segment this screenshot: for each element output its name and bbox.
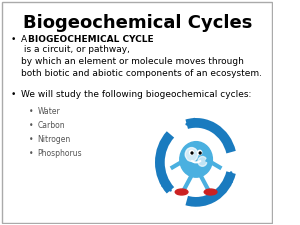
Text: Biogeochemical Cycles: Biogeochemical Cycles [22,14,252,32]
Text: Nitrogen: Nitrogen [38,135,71,144]
Text: •: • [28,148,33,157]
Text: Water: Water [38,107,60,116]
Text: •: • [11,90,16,99]
Circle shape [191,152,193,154]
Text: •: • [28,121,33,130]
Circle shape [185,148,198,161]
Text: BIOGEOCHEMICAL CYCLE: BIOGEOCHEMICAL CYCLE [28,35,153,44]
Circle shape [190,150,194,155]
Text: Phosphorus: Phosphorus [38,148,82,157]
Text: is a circuit, or pathway,
by which an element or molecule moves through
both bio: is a circuit, or pathway, by which an el… [21,45,262,78]
Circle shape [199,152,201,154]
Text: Carbon: Carbon [38,121,65,130]
Text: A: A [21,35,30,44]
Circle shape [180,142,212,177]
Text: •: • [28,135,33,144]
Ellipse shape [175,189,188,195]
Ellipse shape [204,189,217,195]
Text: •: • [28,107,33,116]
Circle shape [198,156,207,166]
Circle shape [198,150,202,155]
Text: •: • [11,35,16,44]
Text: We will study the following biogeochemical cycles:: We will study the following biogeochemic… [21,90,252,99]
